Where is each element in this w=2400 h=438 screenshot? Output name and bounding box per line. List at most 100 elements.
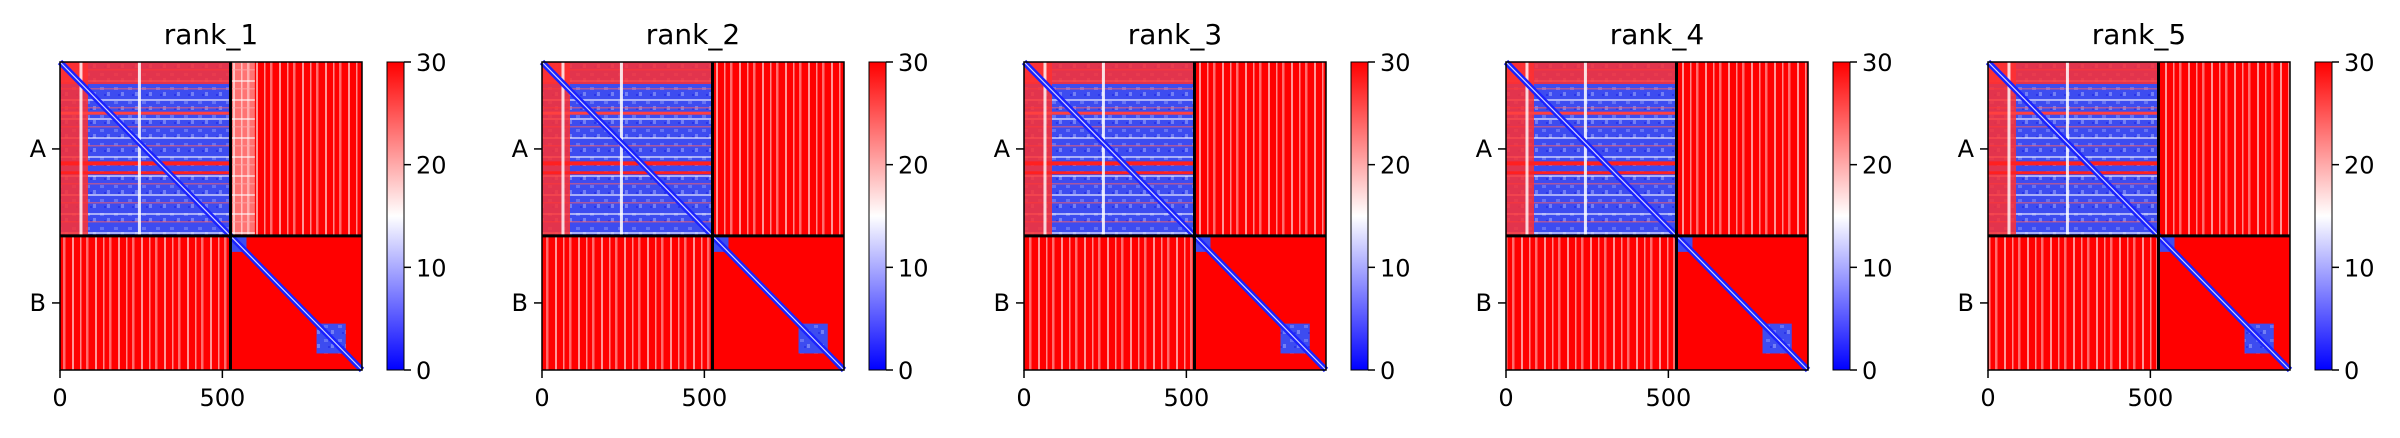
block-a-a-white-col [2007, 62, 2011, 236]
y-tick-label: B [1958, 289, 1974, 317]
colorbar-tick-label: 0 [416, 357, 431, 385]
block-a-b-pale [230, 62, 255, 236]
colorbar [1832, 61, 1851, 371]
heatmap-panel-5: rank_5 0 500 A B 0 10 20 30 [1958, 18, 2375, 412]
y-tick-label: A [1476, 135, 1493, 163]
block-a-a-white-col [1525, 62, 1529, 236]
colorbar-tick-label: 10 [1380, 254, 1411, 282]
colorbar-tick-label: 30 [898, 49, 929, 77]
block-a-a-red-row [60, 161, 231, 166]
block-a-a-red-row [1988, 111, 2159, 115]
x-tick-label: 500 [1163, 384, 1209, 412]
block-a-a-edge-col [1506, 62, 1534, 236]
block-a-a-white-col [561, 62, 565, 236]
y-tick-label: A [1958, 135, 1975, 163]
block-b-a-stripes [1988, 235, 2159, 370]
block-a-a-red-row [542, 171, 713, 175]
x-tick-label: 500 [1645, 384, 1691, 412]
diagonal-highlight [541, 61, 845, 371]
heatmap-panel-2: rank_2 0 500 A B 0 10 20 30 [512, 18, 929, 412]
block-a-a-red-row [1988, 171, 2159, 175]
block-b-a-stripes [1506, 235, 1677, 370]
diagonal-highlight [59, 61, 363, 371]
colorbar-tick-label: 20 [2344, 152, 2375, 180]
block-a-a-red-row [542, 111, 713, 115]
block-a-a-white-col [619, 62, 623, 236]
block-a-a-white-col [1043, 62, 1047, 236]
y-tick-label: A [512, 135, 529, 163]
colorbar-tick-label: 20 [898, 152, 929, 180]
y-tick-label: A [30, 135, 47, 163]
axes-frame [1023, 61, 1327, 371]
block-a-b-stripes [1194, 62, 1326, 236]
diagonal-highlight [1023, 61, 1327, 371]
x-tick-label: 0 [1980, 384, 1995, 412]
x-tick-label: 0 [1498, 384, 1513, 412]
axes-frame [1987, 61, 2291, 371]
colorbar-tick-label: 10 [416, 254, 447, 282]
block-b-a-stripes [60, 235, 231, 370]
colorbar [1350, 61, 1369, 371]
block-a-b-pale [230, 62, 255, 236]
block-a-a-red-row [1024, 171, 1195, 175]
diagonal-highlight [1987, 61, 2291, 371]
y-tick-label: B [512, 289, 528, 317]
y-tick-label: A [994, 135, 1011, 163]
block-a-a-edge-row [1024, 62, 1195, 84]
x-tick-label: 500 [681, 384, 727, 412]
colorbar-tick-label: 0 [1862, 357, 1877, 385]
heatmap-panel-4: rank_4 0 500 A B 0 10 20 30 [1476, 18, 1893, 412]
diagonal-highlight [1505, 61, 1809, 371]
x-tick-label: 500 [199, 384, 245, 412]
block-a-a-edge-col [542, 62, 570, 236]
y-tick-label: B [994, 289, 1010, 317]
colorbar-tick-label: 0 [1380, 357, 1395, 385]
block-a-a-white-col [79, 62, 83, 236]
block-a-b-stripes [712, 62, 844, 236]
panel-title: rank_3 [1128, 18, 1222, 51]
x-tick-label: 0 [52, 384, 67, 412]
x-tick-label: 500 [2127, 384, 2173, 412]
colorbar-tick-label: 30 [1380, 49, 1411, 77]
colorbar-tick-label: 30 [2344, 49, 2375, 77]
block-a-a-white-col [2065, 62, 2069, 236]
block-a-b-stripes [2158, 62, 2290, 236]
block-a-a-edge-row [542, 62, 713, 84]
axes-frame [59, 61, 363, 371]
colorbar-tick-label: 0 [2344, 357, 2359, 385]
colorbar-tick-label: 20 [1380, 152, 1411, 180]
block-b-a-stripes [542, 235, 713, 370]
block-a-a-white-col [137, 62, 141, 236]
block-a-b-stripes [1676, 62, 1808, 236]
block-a-a-edge-row [1988, 62, 2159, 84]
block-a-a-edge-col [60, 62, 88, 236]
panel-title: rank_4 [1610, 18, 1704, 51]
colorbar [868, 61, 887, 371]
panel-title: rank_5 [2092, 18, 2186, 51]
y-tick-label: B [1476, 289, 1492, 317]
block-a-a-edge-row [60, 62, 231, 84]
block-a-a-red-row [60, 171, 231, 175]
axes-frame [1505, 61, 1809, 371]
x-tick-label: 0 [1016, 384, 1031, 412]
heatmap-panel-3: rank_3 0 500 A B 0 10 20 30 [994, 18, 1411, 412]
heatmap-panel-1: rank_1 0 500 A B 0 10 20 30 [30, 18, 447, 412]
block-a-a-red-row [1024, 161, 1195, 166]
block-a-a-white-col [1101, 62, 1105, 236]
colorbar-tick-label: 0 [898, 357, 913, 385]
block-a-a-edge-col [1024, 62, 1052, 236]
y-tick-label: B [30, 289, 46, 317]
block-b-a-stripes [1024, 235, 1195, 370]
block-a-a-edge-col [1988, 62, 2016, 236]
x-tick-label: 0 [534, 384, 549, 412]
colorbar [2314, 61, 2333, 371]
block-a-a-red-row [542, 161, 713, 166]
colorbar-tick-label: 10 [898, 254, 929, 282]
colorbar-tick-label: 20 [1862, 152, 1893, 180]
colorbar-tick-label: 10 [2344, 254, 2375, 282]
colorbar [386, 61, 405, 371]
block-a-a-red-row [60, 111, 231, 115]
panel-title: rank_1 [164, 18, 258, 51]
block-a-a-edge-row [1506, 62, 1677, 84]
colorbar-tick-label: 30 [416, 49, 447, 77]
